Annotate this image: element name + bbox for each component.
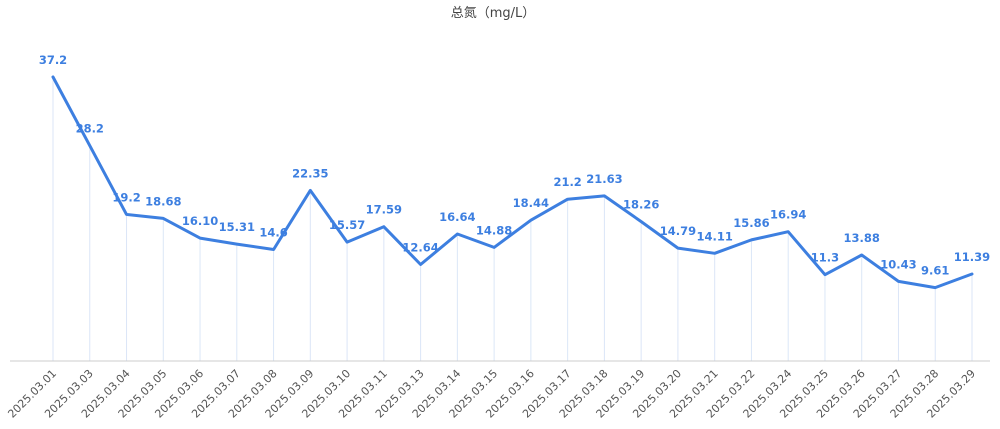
chart-title: 总氮（mg/L）	[451, 6, 536, 21]
data-label: 22.35	[292, 166, 328, 180]
data-label: 19.2	[112, 190, 140, 204]
data-label: 18.26	[623, 198, 659, 212]
data-label: 9.61	[921, 264, 949, 278]
data-label: 11.3	[811, 251, 839, 265]
data-label: 18.44	[513, 196, 549, 210]
data-label: 15.86	[733, 216, 769, 230]
data-label: 14.88	[476, 223, 512, 237]
data-label: 21.2	[553, 175, 581, 189]
data-label: 16.64	[439, 210, 475, 224]
data-label: 16.10	[182, 214, 218, 228]
data-label: 16.94	[770, 208, 806, 222]
drop-lines	[52, 77, 973, 361]
data-label: 37.2	[39, 53, 67, 67]
data-label: 12.64	[402, 241, 438, 255]
data-label: 14.11	[696, 229, 732, 243]
series-line	[51, 75, 974, 290]
data-label: 14.6	[259, 226, 287, 240]
data-label: 11.39	[954, 250, 990, 264]
data-label: 28.2	[76, 122, 104, 136]
data-label: 15.31	[219, 220, 255, 234]
data-label: 13.88	[844, 231, 880, 245]
data-label: 17.59	[366, 203, 402, 217]
data-label: 21.63	[586, 172, 622, 186]
data-label: 15.57	[329, 218, 365, 232]
data-label: 18.68	[145, 194, 181, 208]
data-label: 14.79	[660, 224, 696, 238]
data-label: 10.43	[880, 257, 916, 271]
x-tick-labels: 2025.03.012025.03.032025.03.042025.03.05…	[5, 367, 978, 421]
